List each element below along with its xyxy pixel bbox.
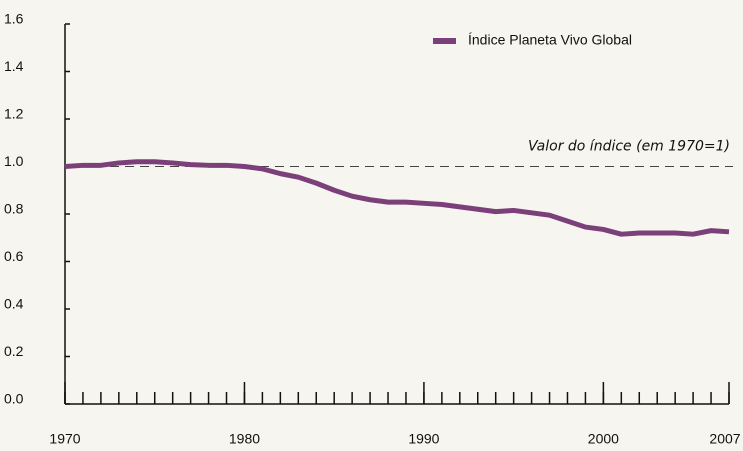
- series-line: [64, 159, 730, 237]
- legend-label: Índice Planeta Vivo Global: [468, 32, 632, 48]
- y-tick-label: 0.8: [4, 201, 24, 217]
- x-tick-label: 1990: [408, 431, 439, 447]
- x-tick-label: 1970: [49, 431, 80, 447]
- y-tick-label: 1.6: [4, 11, 24, 27]
- y-tick-label: 0.4: [4, 296, 24, 312]
- x-tick-label: 1980: [229, 431, 260, 447]
- x-tick-label: 2007: [709, 431, 740, 447]
- y-tick-label: 0.2: [4, 343, 24, 359]
- x-tick-label: 2000: [588, 431, 619, 447]
- y-tick-label: 0.6: [4, 248, 24, 264]
- y-tick-label: 1.4: [4, 58, 24, 74]
- reference-label: Valor do índice (em 1970=1): [528, 139, 730, 155]
- y-tick-label: 1.0: [4, 153, 24, 169]
- y-tick-label: 1.2: [4, 106, 24, 122]
- y-tick-label: 0.0: [4, 391, 24, 407]
